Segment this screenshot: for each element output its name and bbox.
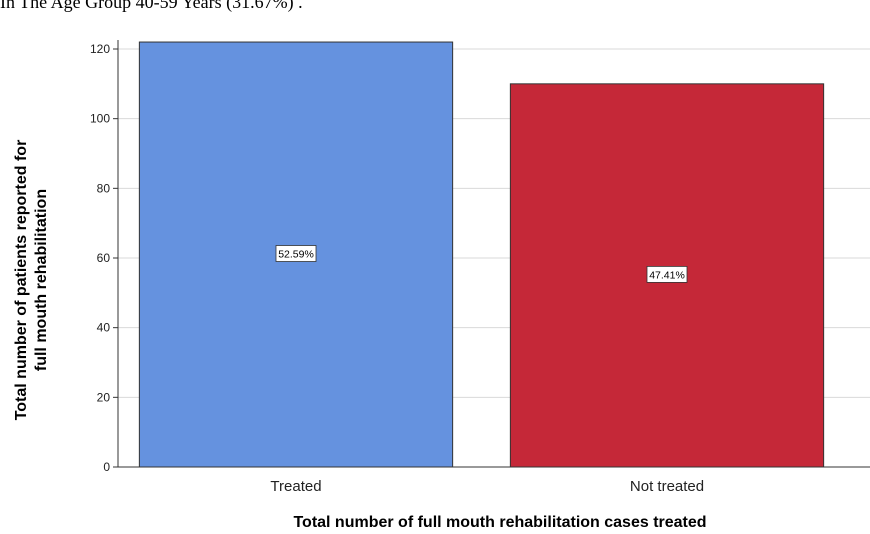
data-label-not-treated: 47.41%	[649, 269, 685, 281]
x-tick-label-treated: Treated	[270, 478, 321, 495]
data-label-treated: 52.59%	[278, 249, 314, 261]
data-labels: 52.59% 47.41%	[275, 245, 688, 283]
y-tick-label: 60	[97, 251, 111, 265]
y-tick-label: 120	[90, 42, 110, 56]
data-label-box-treated	[275, 245, 317, 262]
y-tick-label: 100	[90, 112, 110, 126]
y-tick-label: 40	[97, 321, 111, 335]
y-tick-labels: 0 20 40 60 80 100 120	[90, 42, 118, 474]
x-axis-title: Total number of full mouth rehabilitatio…	[293, 514, 706, 531]
y-tick-label: 20	[97, 390, 111, 404]
y-tick-label: 80	[97, 181, 111, 195]
y-axis-title-line-1: Total number of patients reported for	[13, 140, 30, 421]
x-tick-label-not-treated: Not treated	[630, 478, 704, 495]
y-tick-label: 0	[103, 460, 110, 474]
figure-caption: In The Age Group 40-59 Years (31.67%) .	[0, 0, 303, 12]
y-axis-title-line-2: full mouth rehabilitation	[33, 189, 50, 371]
x-tick-labels: Treated Not treated	[270, 478, 704, 495]
data-label-box-not-treated	[646, 266, 688, 283]
bars	[138, 41, 825, 468]
